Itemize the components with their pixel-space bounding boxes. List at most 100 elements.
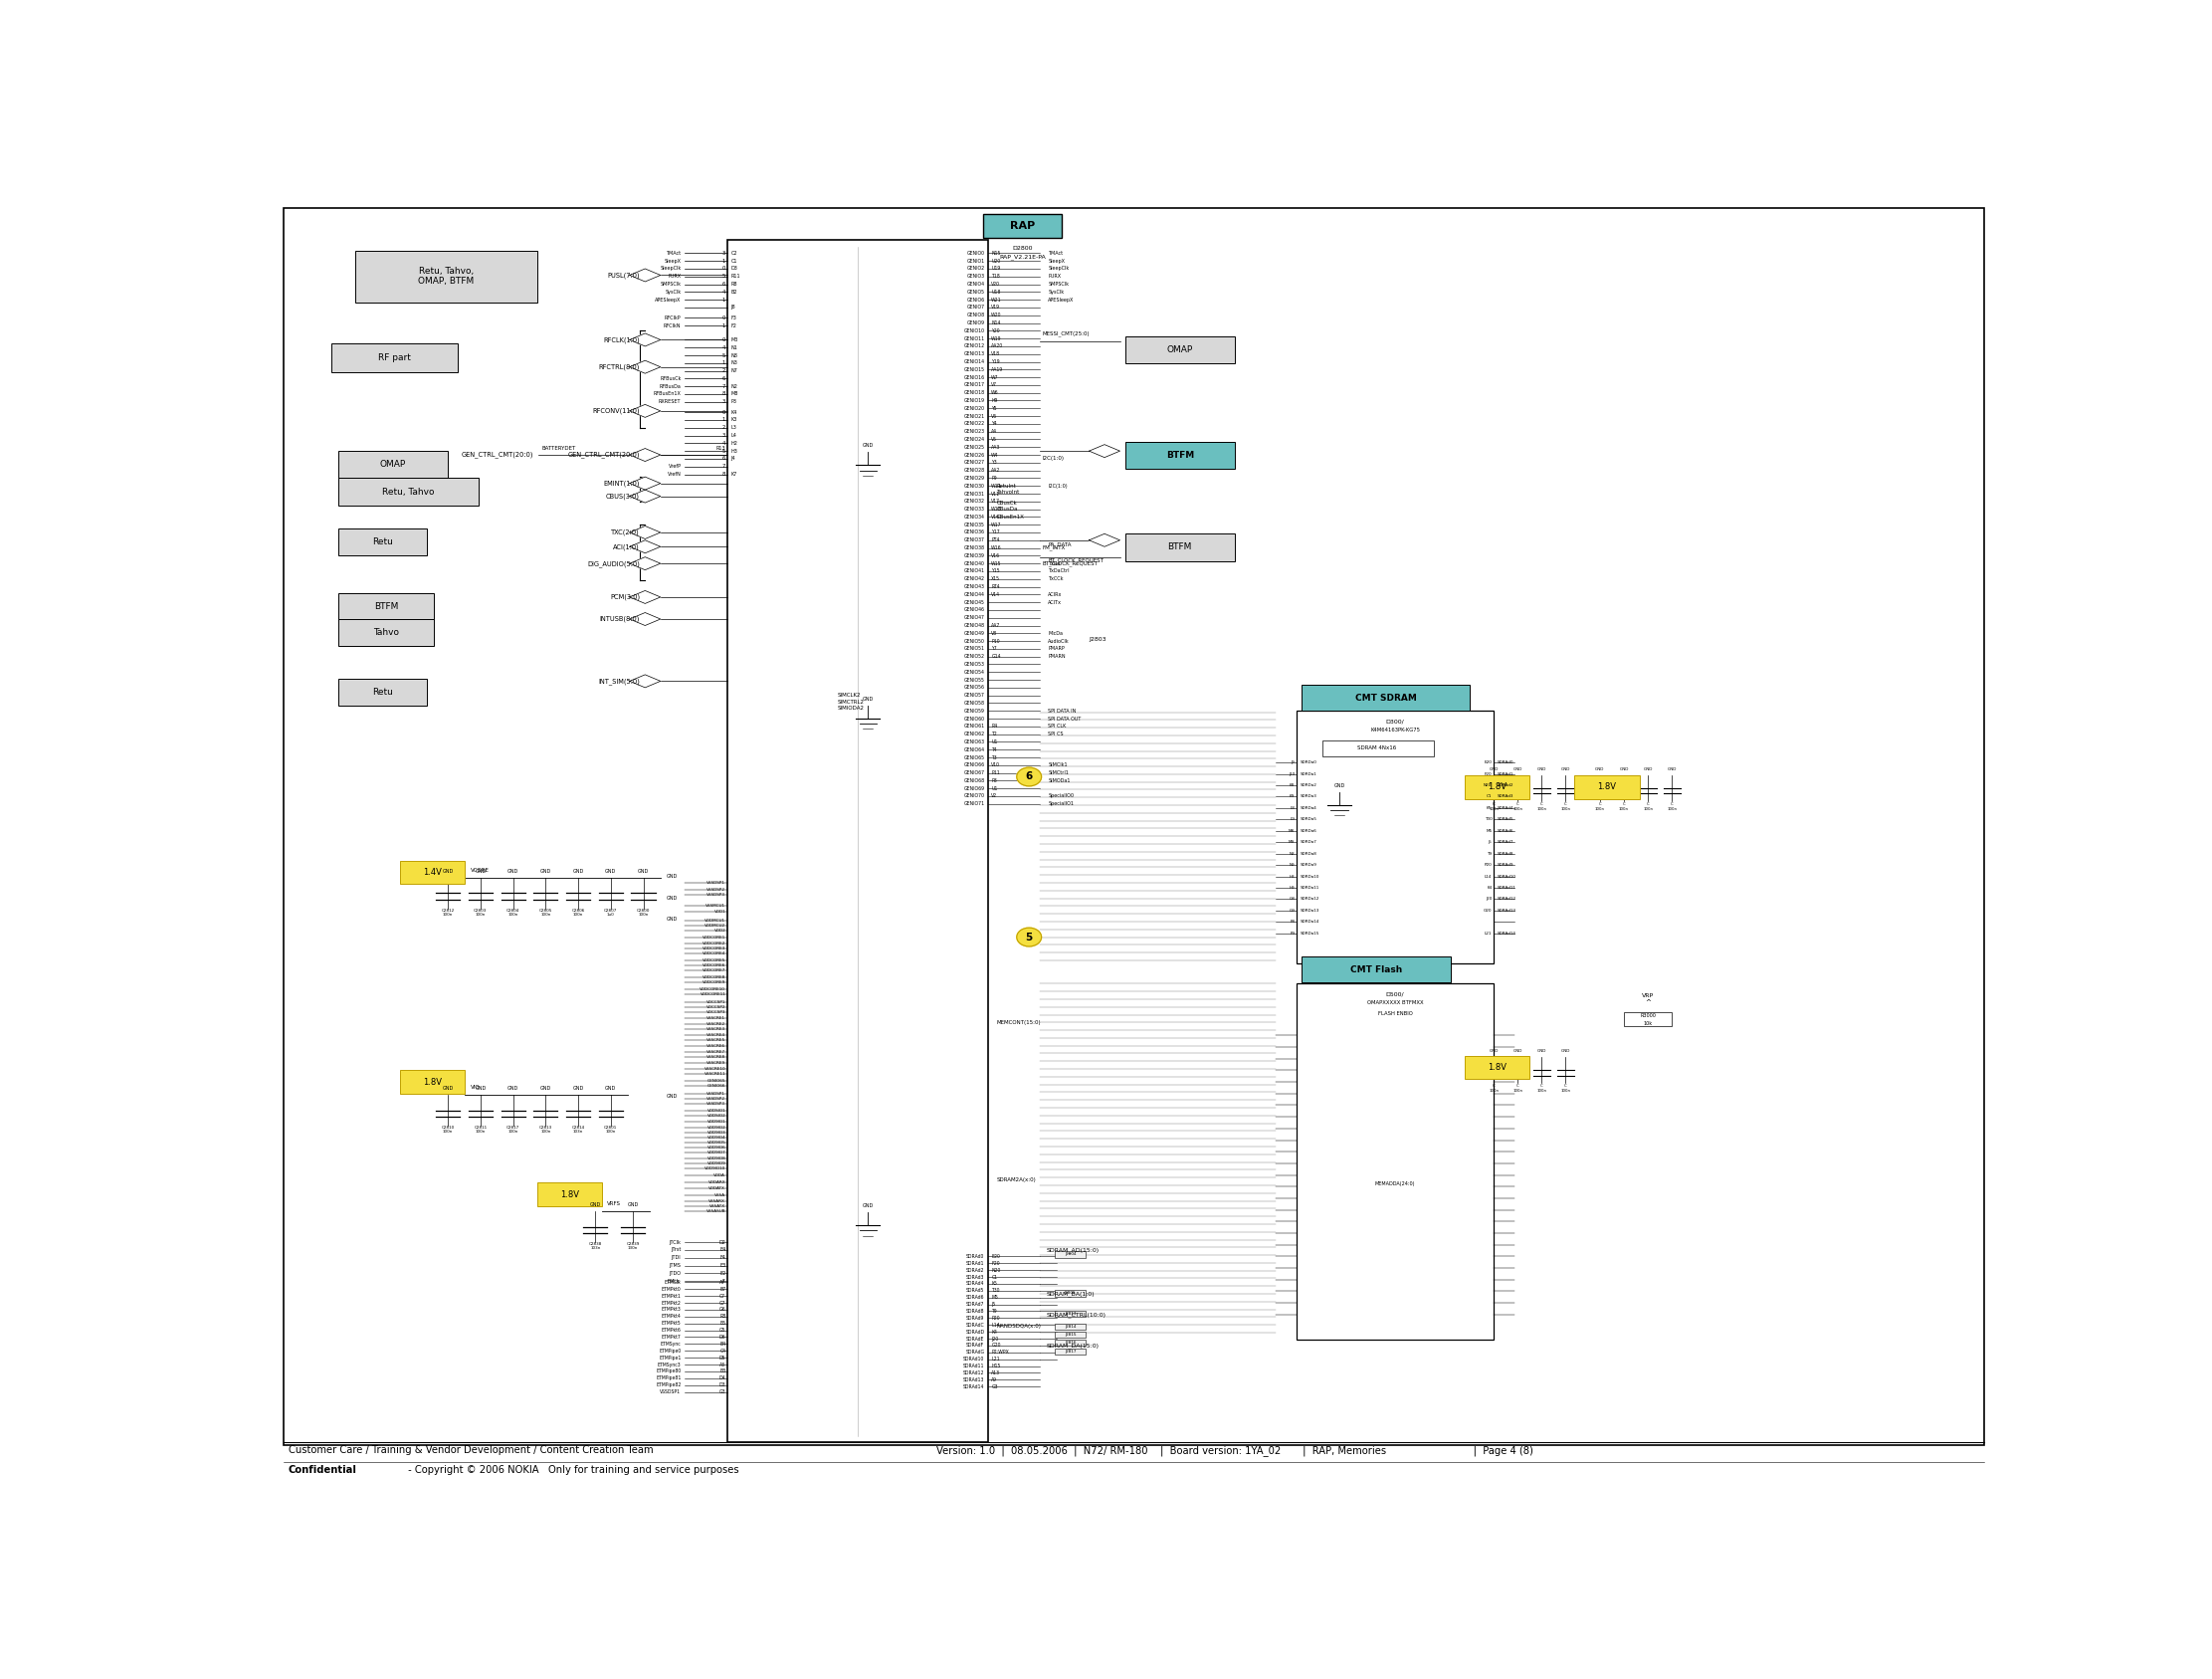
Text: SDRDa3: SDRDa3	[1301, 794, 1316, 799]
Text: H8: H8	[1290, 875, 1294, 878]
Circle shape	[1018, 767, 1042, 786]
Text: GND: GND	[573, 868, 584, 873]
Text: SDRAd12: SDRAd12	[962, 1370, 984, 1375]
Text: W21: W21	[991, 297, 1002, 302]
Text: GENIO63: GENIO63	[964, 739, 984, 744]
Text: RF part: RF part	[378, 354, 411, 363]
Text: J5: J5	[991, 1301, 995, 1306]
Text: T9: T9	[1486, 851, 1491, 856]
Circle shape	[1018, 928, 1042, 947]
Text: SDRAM 4Nx16: SDRAM 4Nx16	[1358, 745, 1396, 751]
Text: RFClkN: RFClkN	[664, 322, 681, 327]
Text: GND: GND	[1537, 1049, 1546, 1053]
Text: RFClkP: RFClkP	[664, 316, 681, 321]
Text: F8: F8	[1290, 920, 1294, 923]
Text: C
100n: C 100n	[1513, 1085, 1522, 1093]
Text: TXC(2:0): TXC(2:0)	[611, 529, 639, 536]
Text: A9: A9	[991, 1377, 998, 1382]
Text: L14: L14	[1484, 875, 1491, 878]
Text: K4: K4	[730, 410, 737, 415]
Text: VSSCRE3: VSSCRE3	[706, 1028, 726, 1031]
Bar	[1126, 336, 1234, 363]
Text: GENIO62: GENIO62	[964, 732, 984, 737]
Text: P2:WPX: P2:WPX	[991, 1350, 1009, 1355]
Text: TxCCk: TxCCk	[1048, 576, 1064, 581]
Text: 1.4V: 1.4V	[422, 868, 442, 876]
Text: Y4: Y4	[991, 421, 998, 426]
Text: RFBusDa: RFBusDa	[659, 384, 681, 390]
Text: J4: J4	[730, 457, 734, 462]
Text: VDDCORE9: VDDCORE9	[703, 981, 726, 984]
Text: SIMCLK2: SIMCLK2	[836, 693, 860, 698]
Text: SDRAd11: SDRAd11	[962, 1363, 984, 1368]
Text: GND: GND	[1595, 767, 1604, 771]
Text: D2: D2	[719, 1239, 726, 1244]
Text: GND: GND	[1489, 767, 1498, 771]
Text: 0: 0	[723, 316, 726, 321]
Text: G8: G8	[1290, 897, 1294, 902]
Text: VSSCRE6: VSSCRE6	[706, 1044, 726, 1048]
Text: GENIO60: GENIO60	[964, 717, 984, 720]
Text: VDD9IO8: VDD9IO8	[708, 1157, 726, 1160]
Text: GND: GND	[666, 917, 679, 922]
Text: C2811
100n: C2811 100n	[473, 1125, 487, 1133]
Text: D5: D5	[719, 1355, 726, 1360]
Text: GENIO7: GENIO7	[967, 306, 984, 311]
Text: GENIO39: GENIO39	[964, 552, 984, 557]
Text: T4: T4	[991, 747, 998, 752]
Bar	[332, 344, 458, 373]
Text: SMPSClk: SMPSClk	[1048, 282, 1068, 287]
Text: W19: W19	[991, 336, 1002, 341]
Text: CBUS(3:0): CBUS(3:0)	[606, 494, 639, 499]
Text: J8: J8	[730, 306, 734, 311]
Text: RFCLK(1:0): RFCLK(1:0)	[604, 336, 639, 343]
Text: GND: GND	[1644, 767, 1652, 771]
Text: GENIO20: GENIO20	[964, 406, 984, 411]
Text: G14: G14	[991, 655, 1000, 660]
Text: 5: 5	[723, 274, 726, 279]
Text: 2: 2	[723, 425, 726, 430]
Text: MESSI_CMT(25:0): MESSI_CMT(25:0)	[1042, 331, 1091, 336]
Text: VCORE: VCORE	[471, 868, 489, 873]
Text: SDRAd2: SDRAd2	[967, 1268, 984, 1273]
Text: V6: V6	[991, 413, 998, 418]
Text: ETMPkt2: ETMPkt2	[661, 1300, 681, 1305]
Text: K4M64163PK-KG75: K4M64163PK-KG75	[1369, 727, 1420, 732]
Text: VSSCRE4: VSSCRE4	[708, 1033, 726, 1038]
Text: C2814
103n: C2814 103n	[571, 1125, 584, 1133]
Text: N9: N9	[1290, 863, 1294, 866]
Text: VDDSIO1: VDDSIO1	[708, 1108, 726, 1111]
Text: G5: G5	[719, 1328, 726, 1333]
Bar	[1575, 776, 1639, 799]
Text: V17: V17	[991, 499, 1000, 504]
Text: L14: L14	[991, 1323, 1000, 1328]
Text: GENIO6: GENIO6	[967, 297, 984, 302]
Text: GENIO17: GENIO17	[964, 383, 984, 388]
Text: GND: GND	[573, 1086, 584, 1091]
Text: SDRAd4: SDRAd4	[1498, 806, 1513, 809]
Text: JTMS: JTMS	[670, 1263, 681, 1268]
Text: C
100n: C 100n	[1489, 803, 1498, 811]
Text: GENIO54: GENIO54	[964, 670, 984, 675]
Text: SIMODa1: SIMODa1	[1048, 777, 1071, 782]
Text: GND: GND	[442, 1086, 453, 1091]
Text: N14: N14	[991, 321, 1000, 326]
Text: GND: GND	[540, 868, 551, 873]
Text: V16: V16	[991, 514, 1000, 519]
Polygon shape	[630, 613, 661, 626]
Text: SDRAdG: SDRAdG	[964, 1350, 984, 1355]
Text: GND: GND	[1562, 767, 1571, 771]
Text: F2: F2	[730, 322, 737, 327]
Text: J2815: J2815	[1064, 1333, 1075, 1336]
Text: FLASH ENBIO: FLASH ENBIO	[1378, 1011, 1413, 1016]
Text: VDDMCU2: VDDMCU2	[706, 923, 726, 927]
Text: GND: GND	[591, 1202, 602, 1207]
Text: SDRAd14: SDRAd14	[1498, 932, 1515, 935]
Text: SPI DATA OUT: SPI DATA OUT	[1048, 717, 1082, 720]
Text: SDRAd6: SDRAd6	[967, 1295, 984, 1300]
Text: G7: G7	[719, 1300, 726, 1305]
Text: K4: K4	[1486, 887, 1491, 890]
Text: L21: L21	[1484, 932, 1491, 935]
Text: GENIO0: GENIO0	[967, 250, 984, 255]
Text: ACIRx: ACIRx	[1048, 593, 1062, 598]
